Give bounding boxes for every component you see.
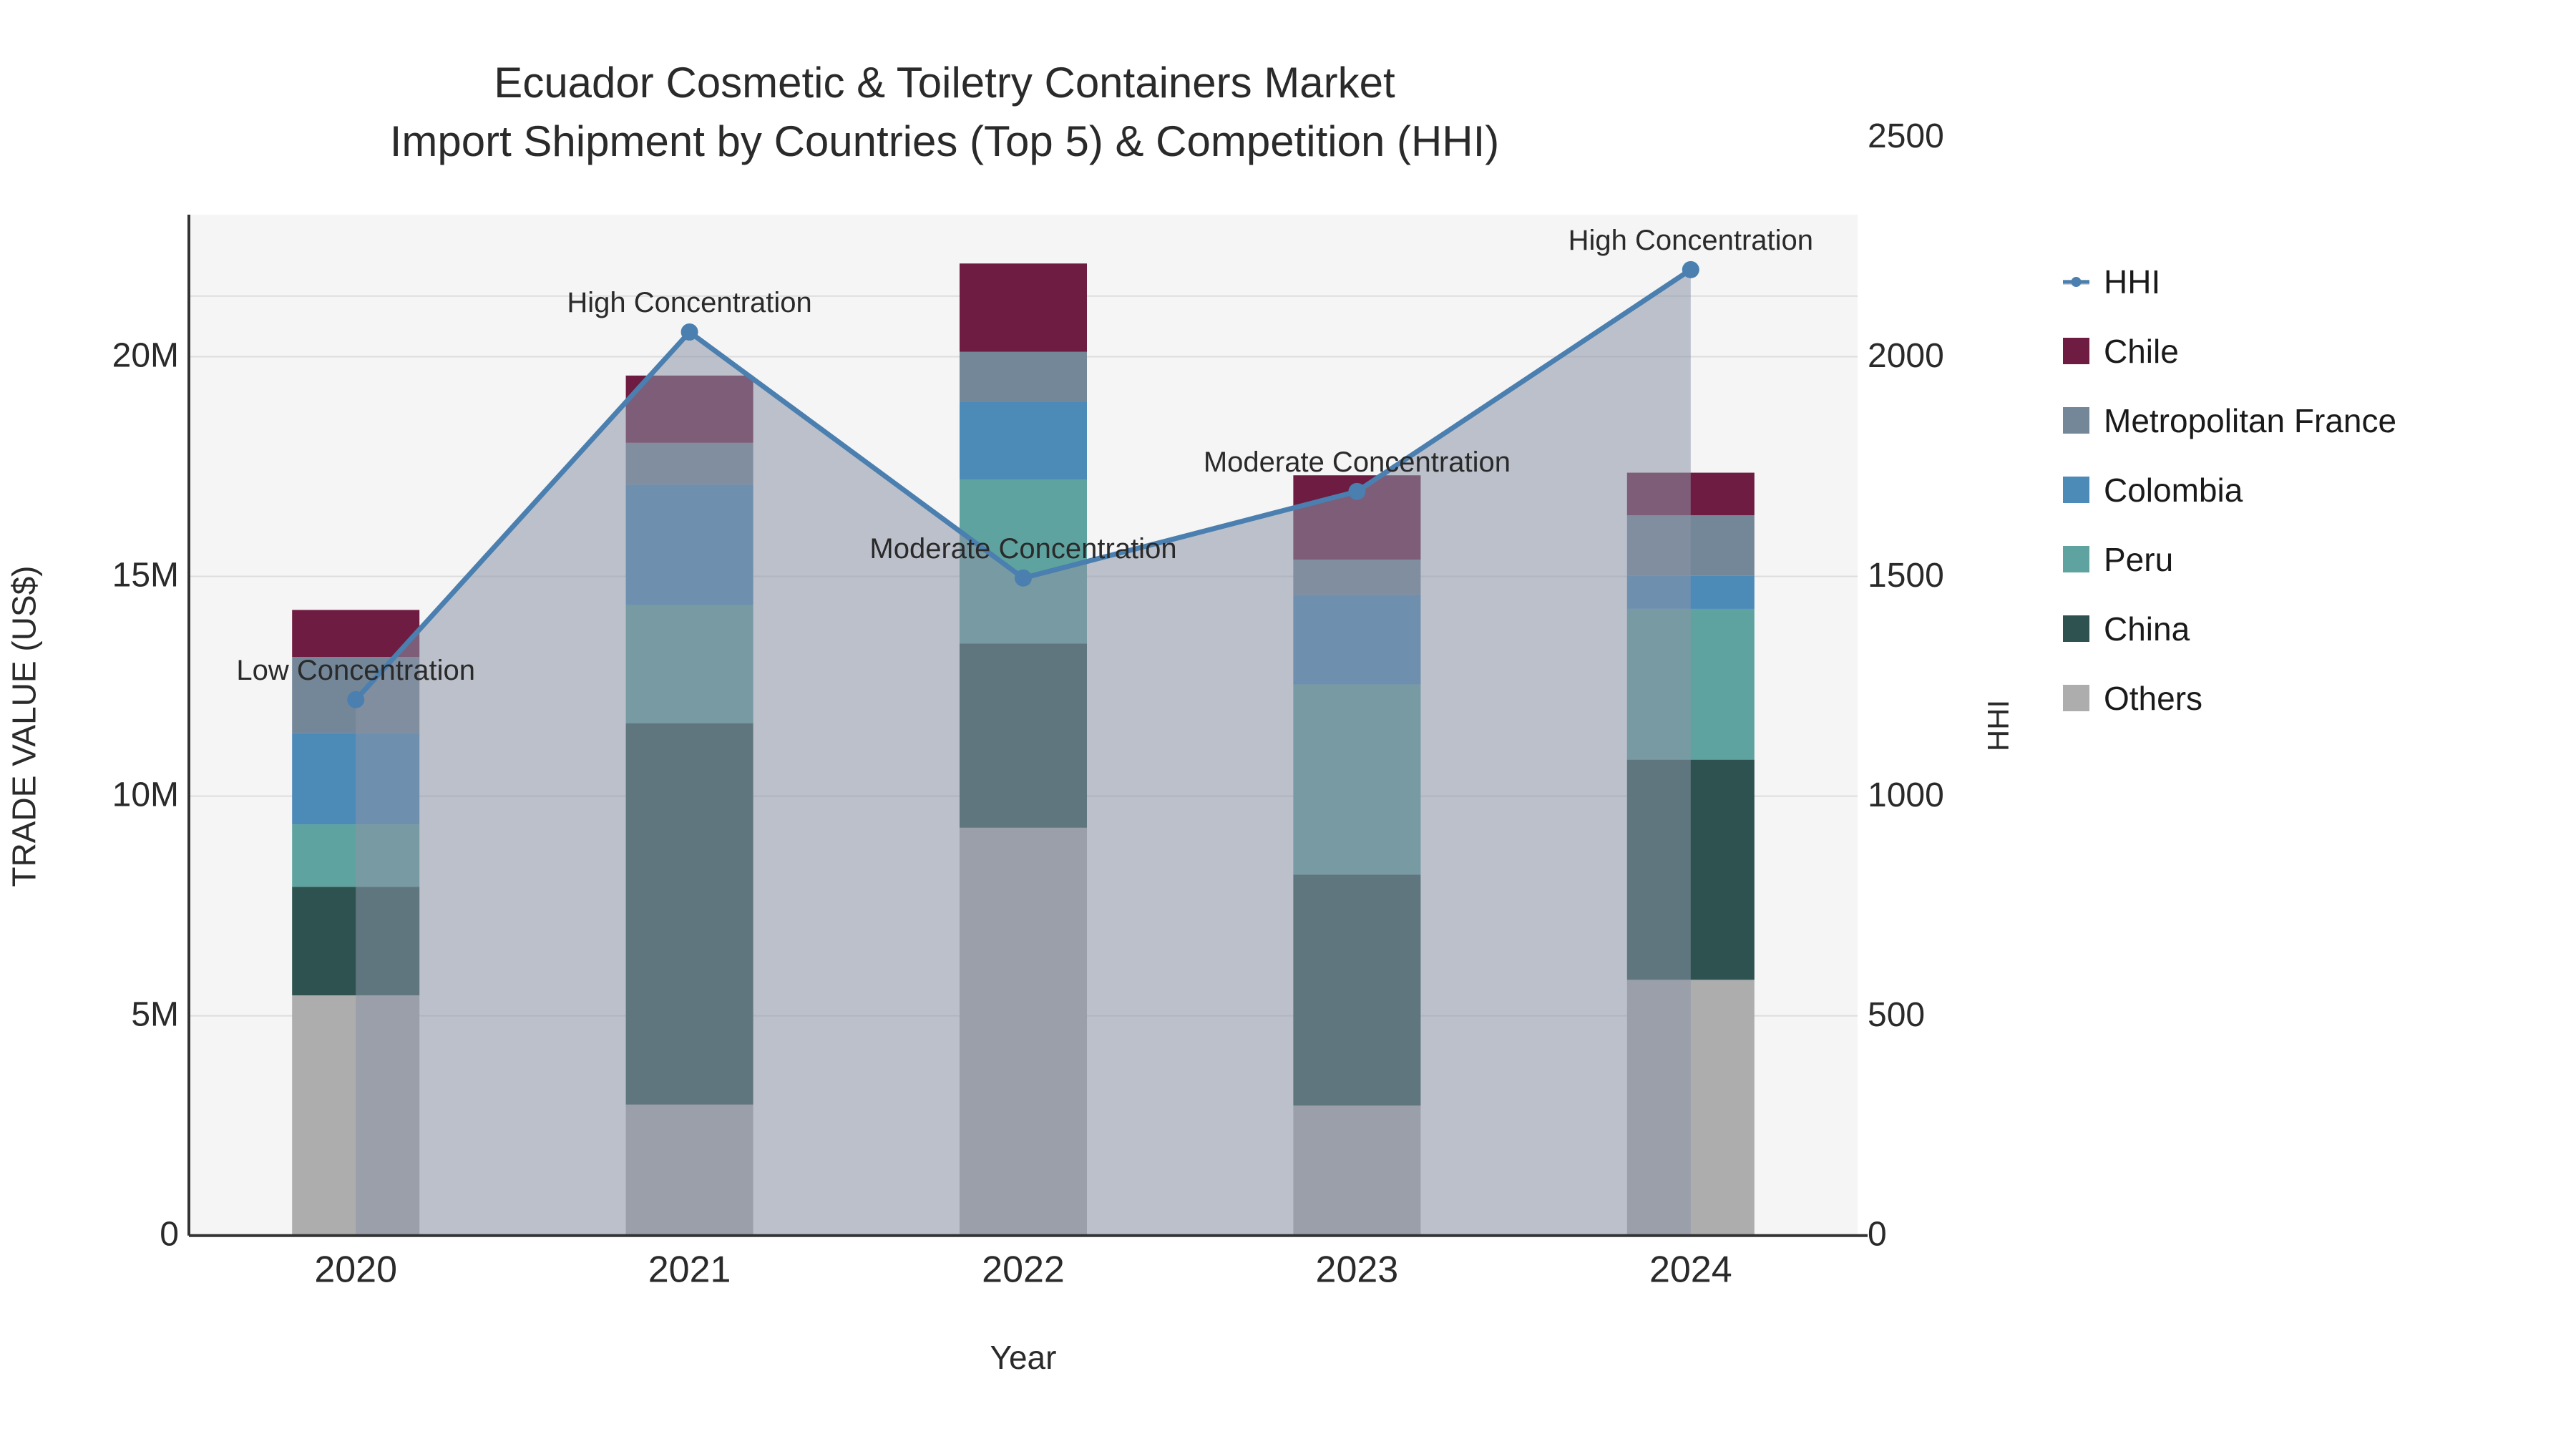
svg-text:High Concentration: High Concentration: [567, 287, 811, 318]
svg-text:15M: 15M: [112, 557, 179, 595]
svg-text:Moderate Concentration: Moderate Concentration: [869, 533, 1176, 565]
svg-text:2021: 2021: [648, 1249, 731, 1291]
svg-text:2023: 2023: [1316, 1249, 1399, 1291]
svg-text:High Concentration: High Concentration: [1568, 225, 1813, 256]
svg-text:2022: 2022: [982, 1249, 1065, 1291]
svg-text:2500: 2500: [1868, 117, 1944, 155]
svg-text:0: 0: [1868, 1216, 1887, 1254]
svg-text:2000: 2000: [1868, 337, 1944, 375]
svg-text:1500: 1500: [1868, 557, 1944, 595]
svg-text:20M: 20M: [112, 336, 179, 374]
svg-text:2024: 2024: [1649, 1249, 1732, 1291]
svg-text:Low Concentration: Low Concentration: [236, 655, 475, 686]
svg-text:Moderate Concentration: Moderate Concentration: [1204, 447, 1511, 478]
svg-text:2020: 2020: [314, 1249, 397, 1291]
svg-text:5M: 5M: [131, 996, 179, 1034]
svg-text:1000: 1000: [1868, 776, 1944, 814]
svg-text:500: 500: [1868, 996, 1925, 1034]
svg-text:0: 0: [160, 1216, 179, 1254]
svg-text:10M: 10M: [112, 776, 179, 814]
